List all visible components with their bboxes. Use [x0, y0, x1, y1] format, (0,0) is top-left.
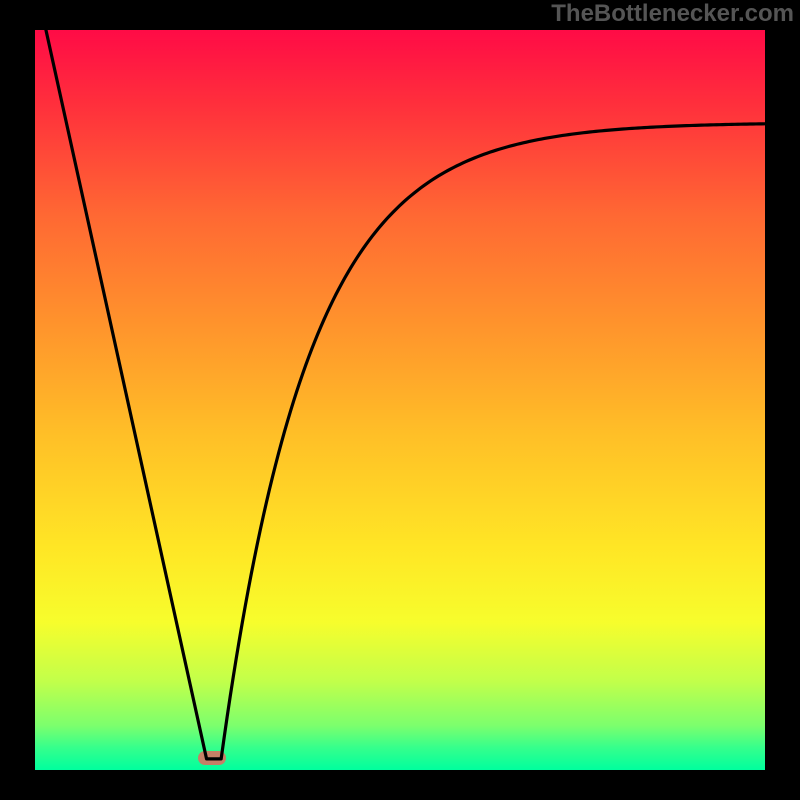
plot-area [35, 30, 765, 770]
optimal-point-marker [198, 751, 226, 765]
heatmap-gradient-background [35, 30, 765, 770]
chart-container: TheBottlenecker.com [0, 0, 800, 800]
watermark-text: TheBottlenecker.com [551, 0, 794, 28]
